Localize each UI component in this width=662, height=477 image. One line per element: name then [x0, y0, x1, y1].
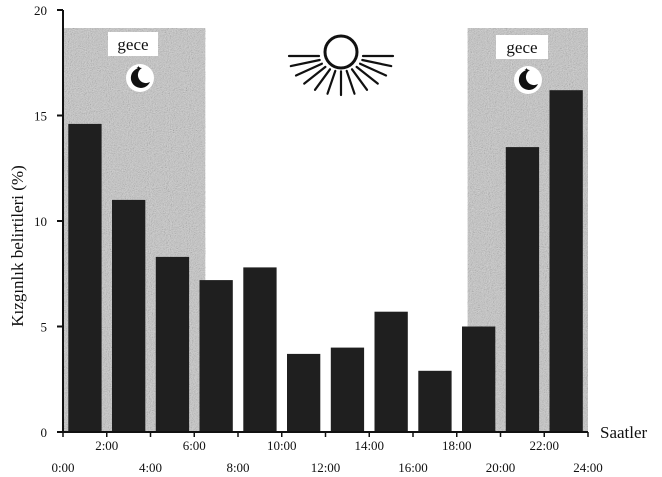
- bar-14:00-16:00: [374, 311, 408, 432]
- y-tick-label: 5: [41, 320, 48, 335]
- svg-text:✦: ✦: [131, 69, 139, 79]
- x-tick-label-lower: 0:00: [51, 460, 74, 475]
- bar-4:00-6:00: [155, 256, 190, 432]
- bar-12:00-14:00: [330, 347, 365, 432]
- bar-20:00-22:00: [505, 147, 540, 432]
- x-tick-label-upper: 6:00: [183, 438, 206, 453]
- bar-2:00-4:00: [112, 199, 146, 432]
- bar-22:00-24:00: [549, 90, 583, 432]
- svg-text:✦: ✦: [524, 67, 529, 74]
- x-tick-label-lower: 16:00: [398, 460, 428, 475]
- x-tick-label-lower: 12:00: [311, 460, 341, 475]
- sun-icon: [287, 34, 395, 97]
- moon-stars-icon: ✦ ✦: [514, 66, 542, 94]
- y-tick-label: 0: [41, 425, 48, 440]
- x-tick-label-lower: 24:00: [573, 460, 603, 475]
- night-label-left: gece: [108, 32, 158, 56]
- bars: [68, 90, 583, 433]
- x-tick-label-upper: 22:00: [529, 438, 559, 453]
- night-label-right: gece: [496, 35, 548, 59]
- svg-text:✦: ✦: [136, 65, 141, 72]
- svg-text:✦: ✦: [519, 71, 527, 81]
- bar-10:00-12:00: [287, 353, 321, 432]
- moon-stars-icon: ✦ ✦: [126, 64, 154, 92]
- x-tick-label-lower: 4:00: [139, 460, 162, 475]
- svg-text:gece: gece: [506, 38, 537, 57]
- y-tick-label: 20: [34, 3, 47, 18]
- x-tick-label-upper: 18:00: [442, 438, 472, 453]
- x-axis-title: Saatler: [600, 423, 648, 442]
- bar-6:00-8:00: [199, 280, 233, 432]
- x-tick-label-upper: 14:00: [354, 438, 384, 453]
- x-ticks: 2:00 6:00 10:00 14:00 18:00 22:00 0:00 4:00 8:00…: [51, 432, 603, 475]
- svg-text:gece: gece: [117, 35, 148, 54]
- bar-16:00-18:00: [418, 370, 452, 432]
- x-tick-label-lower: 20:00: [486, 460, 516, 475]
- bar-8:00-10:00: [243, 267, 277, 432]
- x-tick-label-upper: 10:00: [267, 438, 297, 453]
- y-tick-label: 15: [34, 109, 47, 124]
- x-tick-label-upper: 2:00: [95, 438, 118, 453]
- bar-0:00-2:00: [68, 123, 102, 433]
- x-tick-label-lower: 8:00: [226, 460, 249, 475]
- y-axis-title: Kızgınlık belirtileri (%): [8, 165, 27, 326]
- y-tick-label: 10: [34, 214, 47, 229]
- y-ticks: 0 5 10 15 20: [34, 3, 63, 440]
- bar-18:00-20:00: [462, 326, 496, 432]
